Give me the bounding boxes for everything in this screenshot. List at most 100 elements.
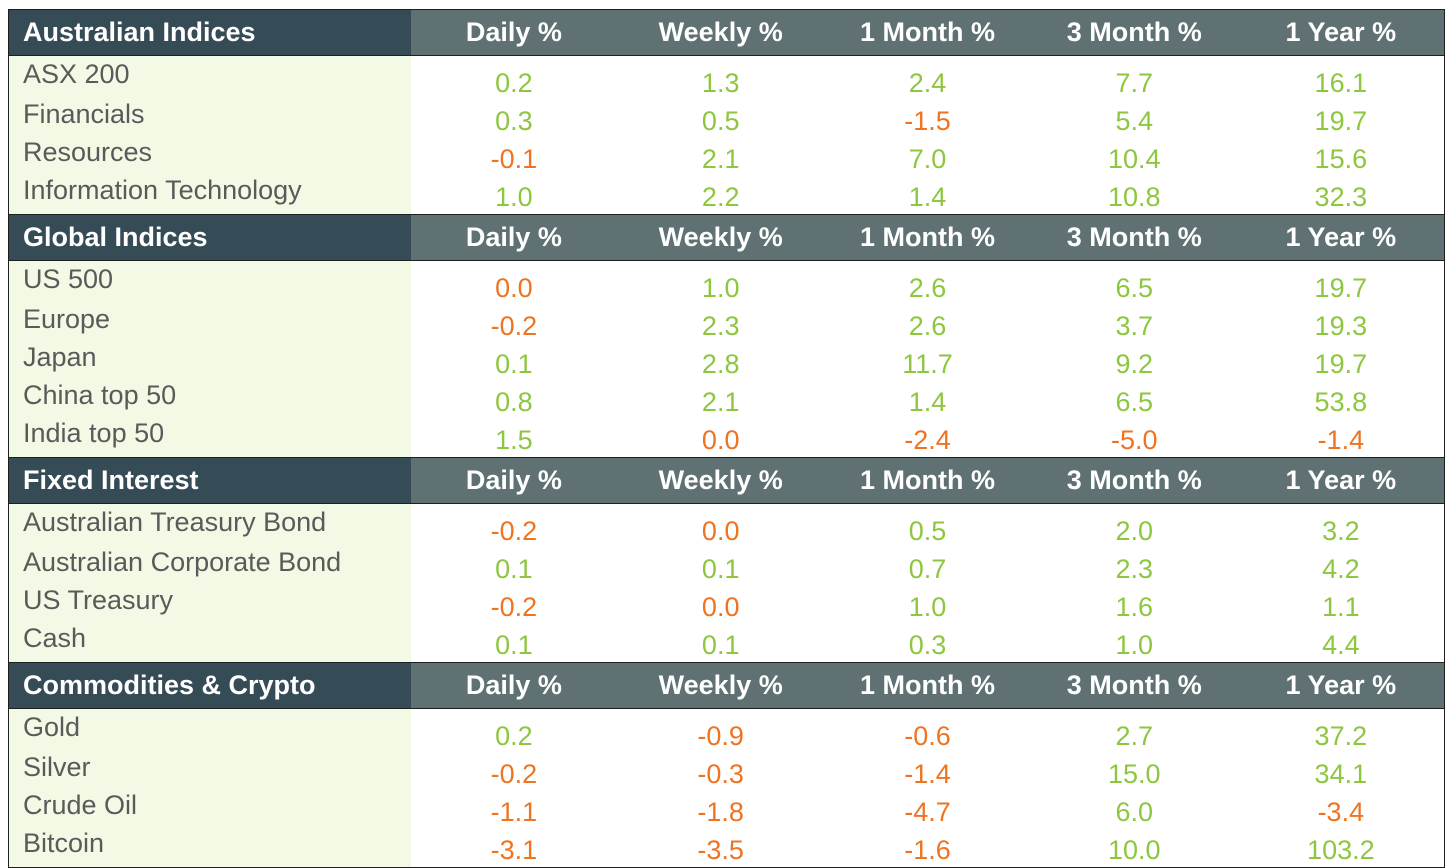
value-cell-1-month: 1.4	[908, 387, 947, 417]
value-cell-daily: -0.2	[490, 516, 538, 546]
row-label: China top 50	[8, 379, 411, 417]
row-label: US Treasury	[8, 584, 411, 622]
value-cell-3-month: -5.0	[1111, 425, 1158, 455]
value-cell-3-month: 5.4	[1115, 106, 1154, 136]
table-row: Japan 0.1 2.8 11.7 9.2 19.7	[8, 341, 1445, 379]
table-body: Australian Indices Daily % Weekly % 1 Month…	[8, 9, 1445, 868]
value-cell-3-month: 6.0	[1115, 797, 1154, 827]
row-label: Bitcoin	[8, 827, 411, 868]
column-header-1-month: 1 Month %	[824, 662, 1031, 709]
column-header-1-month: 1 Month %	[824, 9, 1031, 56]
value-cell-3-month: 1.0	[1115, 630, 1154, 660]
value-cell-3-month: 7.7	[1115, 68, 1154, 98]
row-label: Australian Treasury Bond	[8, 503, 411, 546]
value-cell-1-year: 34.1	[1314, 759, 1368, 789]
row-label: Australian Corporate Bond	[8, 546, 411, 584]
value-cell-1-year: 4.2	[1322, 554, 1360, 584]
value-cell-daily: -0.2	[490, 592, 538, 622]
value-cell-weekly: 2.1	[701, 387, 740, 417]
value-cell-daily: 0.0	[495, 273, 533, 303]
value-cell-3-month: 2.0	[1115, 516, 1154, 546]
table-row: Resources -0.1 2.1 7.0 10.4 15.6	[8, 136, 1445, 174]
column-header-1-year: 1 Year %	[1237, 9, 1445, 56]
column-header-daily: Daily %	[410, 9, 618, 56]
value-cell-1-month: -1.6	[904, 835, 951, 865]
column-header-1-year: 1 Year %	[1237, 214, 1445, 261]
value-cell-1-month: -0.6	[904, 721, 951, 751]
section-header-commodities-and-crypto: Commodities & Crypto Daily % Weekly % 1 Mon…	[8, 662, 1445, 709]
value-cell-1-year: 32.3	[1314, 182, 1368, 212]
value-cell-1-year: 103.2	[1307, 835, 1375, 865]
row-label: Japan	[8, 341, 411, 379]
value-cell-1-month: 0.5	[908, 516, 947, 546]
table-row: Crude Oil -1.1 -1.8 -4.7 6.0 -3.4	[8, 789, 1445, 827]
value-cell-1-month: -2.4	[904, 425, 951, 455]
value-cell-weekly: 2.8	[701, 349, 740, 379]
value-cell-daily: 0.1	[495, 630, 533, 660]
value-cell-1-year: -3.4	[1317, 797, 1365, 827]
value-cell-1-year: 16.1	[1314, 68, 1368, 98]
row-label: Europe	[8, 303, 411, 341]
value-cell-1-year: 1.1	[1322, 592, 1360, 622]
value-cell-weekly: 1.0	[701, 273, 740, 303]
table-row: ASX 200 0.2 1.3 2.4 7.7 16.1	[8, 55, 1445, 98]
column-header-3-month: 3 Month %	[1030, 214, 1238, 261]
column-header-weekly: Weekly %	[617, 662, 825, 709]
value-cell-daily: 0.3	[495, 106, 533, 136]
value-cell-1-month: -1.4	[904, 759, 951, 789]
column-header-daily: Daily %	[410, 214, 618, 261]
value-cell-3-month: 6.5	[1115, 273, 1154, 303]
table-row: US Treasury -0.2 0.0 1.0 1.6 1.1	[8, 584, 1445, 622]
value-cell-daily: 0.8	[495, 387, 533, 417]
column-header-weekly: Weekly %	[617, 457, 825, 504]
value-cell-1-month: 11.7	[902, 349, 953, 379]
value-cell-daily: -0.1	[490, 144, 538, 174]
value-cell-daily: 1.0	[495, 182, 533, 212]
value-cell-3-month: 2.3	[1115, 554, 1154, 584]
column-header-daily: Daily %	[410, 662, 618, 709]
section-header-fixed-interest: Fixed Interest Daily % Weekly % 1 Month % 3 …	[8, 457, 1445, 504]
value-cell-daily: 1.5	[495, 425, 533, 455]
value-cell-weekly: 0.1	[701, 554, 740, 584]
value-cell-daily: 0.2	[495, 721, 533, 751]
value-cell-3-month: 2.7	[1115, 721, 1154, 751]
column-header-1-month: 1 Month %	[824, 457, 1031, 504]
table-row: Silver -0.2 -0.3 -1.4 15.0 34.1	[8, 751, 1445, 789]
row-label: ASX 200	[8, 55, 411, 98]
table-row: Australian Treasury Bond -0.2 0.0 0.5 2.0 3.2	[8, 503, 1445, 546]
table-row: Bitcoin -3.1 -3.5 -1.6 10.0 103.2	[8, 827, 1445, 868]
value-cell-daily: 0.2	[495, 68, 533, 98]
value-cell-1-month: 0.7	[908, 554, 947, 584]
value-cell-1-year: 3.2	[1322, 516, 1360, 546]
value-cell-3-month: 3.7	[1115, 311, 1154, 341]
value-cell-1-year: 4.4	[1322, 630, 1360, 660]
value-cell-1-year: 53.8	[1314, 387, 1368, 417]
table-row: Australian Corporate Bond 0.1 0.1 0.7 2.3 4.2	[8, 546, 1445, 584]
value-cell-1-month: -4.7	[904, 797, 951, 827]
section-title: Global Indices	[8, 214, 411, 261]
section-header-global-indices: Global Indices Daily % Weekly % 1 Month % 3 …	[8, 214, 1445, 261]
value-cell-weekly: 2.2	[701, 182, 740, 212]
value-cell-1-month: 7.0	[908, 144, 947, 174]
value-cell-1-month: 0.3	[908, 630, 947, 660]
value-cell-1-month: 2.6	[908, 273, 947, 303]
table-row: US 500 0.0 1.0 2.6 6.5 19.7	[8, 260, 1445, 303]
row-label: US 500	[8, 260, 411, 303]
value-cell-daily: 0.1	[495, 349, 533, 379]
row-label: Financials	[8, 98, 411, 136]
value-cell-1-month: 2.6	[908, 311, 947, 341]
value-cell-weekly: 0.0	[701, 592, 740, 622]
value-cell-1-year: 19.3	[1314, 311, 1368, 341]
value-cell-3-month: 6.5	[1115, 387, 1154, 417]
value-cell-daily: -0.2	[490, 311, 538, 341]
column-header-3-month: 3 Month %	[1030, 662, 1238, 709]
value-cell-daily: -1.1	[490, 797, 538, 827]
section-header-australian-indices: Australian Indices Daily % Weekly % 1 Month…	[8, 9, 1445, 56]
column-header-3-month: 3 Month %	[1030, 9, 1238, 56]
value-cell-weekly: 0.5	[701, 106, 740, 136]
value-cell-daily: -0.2	[490, 759, 538, 789]
row-label: Cash	[8, 622, 411, 663]
value-cell-1-month: 1.0	[908, 592, 947, 622]
value-cell-3-month: 1.6	[1115, 592, 1154, 622]
row-label: Crude Oil	[8, 789, 411, 827]
